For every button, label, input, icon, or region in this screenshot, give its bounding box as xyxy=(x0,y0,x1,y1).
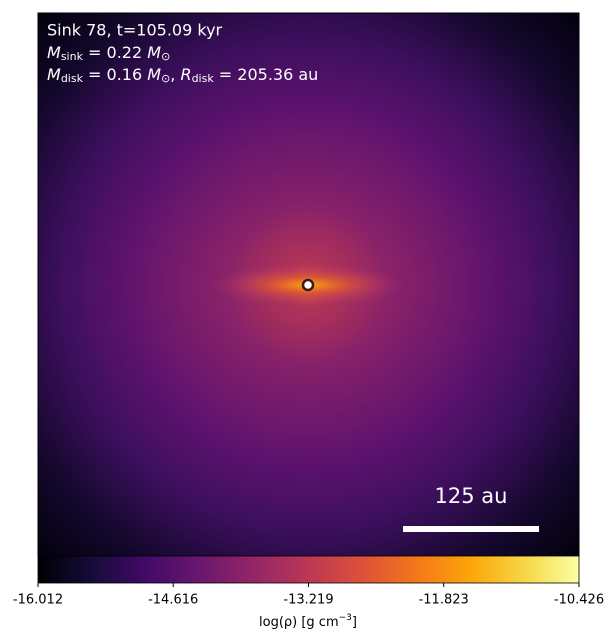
colorbar-ticks: -16.012 -14.616 -13.219 -11.823 -10.426 xyxy=(13,583,604,608)
value: = 0.16 xyxy=(83,65,147,84)
sink-marker xyxy=(301,278,315,292)
tick-label: -11.823 xyxy=(419,593,469,608)
colorbar xyxy=(37,555,580,584)
label-text: ] xyxy=(352,615,357,630)
separator: , xyxy=(170,65,180,84)
scale-bar-label: 125 au xyxy=(435,484,508,508)
symbol: M xyxy=(47,43,61,62)
tick-label: -14.616 xyxy=(148,593,198,608)
superscript: −3 xyxy=(339,613,352,623)
subscript: disk xyxy=(61,72,84,85)
colorbar-label: log(ρ) [g cm−3] xyxy=(259,613,357,630)
title: Sink 78, t=105.09 kyr xyxy=(47,21,223,40)
subscript: sink xyxy=(61,50,84,63)
unit: M xyxy=(147,43,161,62)
symbol: R xyxy=(180,65,191,84)
tick-label: -16.012 xyxy=(13,593,63,608)
scale-bar xyxy=(403,526,539,532)
sink-mass: Msink = 0.22 M⊙ xyxy=(47,43,170,64)
subscript: ⊙ xyxy=(161,72,170,85)
subscript: ⊙ xyxy=(161,50,170,63)
scale-bar-group xyxy=(403,526,539,532)
subscript: disk xyxy=(192,72,215,85)
value: = 205.36 au xyxy=(214,65,319,84)
tick-label: -13.219 xyxy=(283,593,333,608)
unit: M xyxy=(147,65,161,84)
value: = 0.22 xyxy=(83,43,147,62)
symbol: M xyxy=(47,65,61,84)
disk-info: Mdisk = 0.16 M⊙, Rdisk = 205.36 au xyxy=(47,65,318,86)
label-text: log(ρ) [g cm xyxy=(259,615,339,630)
tick-label: -10.426 xyxy=(554,593,604,608)
